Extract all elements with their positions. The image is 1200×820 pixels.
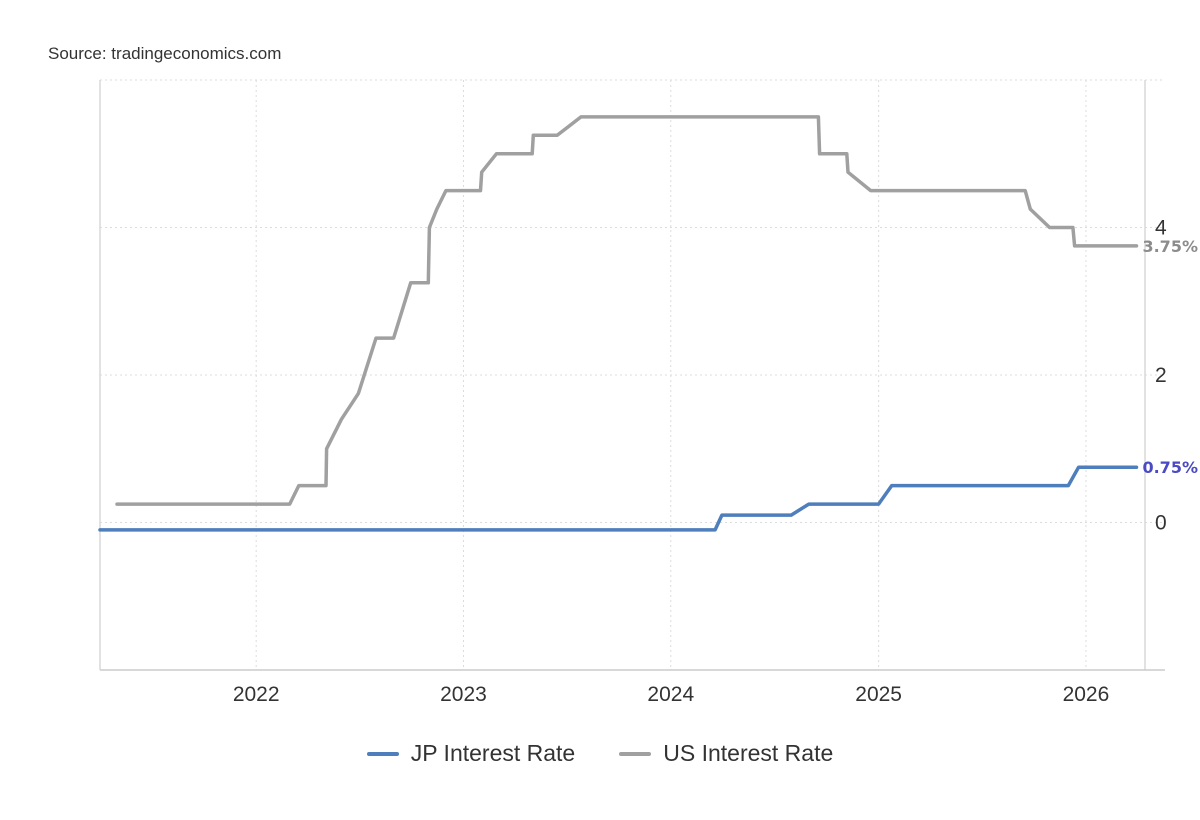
grid bbox=[100, 79, 1165, 670]
x-tick-label: 2024 bbox=[647, 683, 694, 706]
y-tick-label: 2 bbox=[1155, 364, 1167, 387]
series-line-jp-interest-rate bbox=[98, 465, 1139, 532]
labels: 0 2 4 2022 2023 2024 2025 2026 3.75% 0.75% bbox=[233, 217, 1198, 707]
y-tick-label: 4 bbox=[1155, 217, 1167, 240]
x-tick-label: 2026 bbox=[1063, 683, 1110, 706]
series-line-us-interest-rate bbox=[115, 115, 1139, 506]
legend: JP Interest Rate US Interest Rate bbox=[0, 740, 1200, 767]
legend-label: US Interest Rate bbox=[663, 740, 834, 766]
source-label: Source: tradingeconomics.com bbox=[48, 44, 282, 63]
x-tick-label: 2023 bbox=[440, 683, 487, 706]
legend-label: JP Interest Rate bbox=[410, 740, 576, 766]
legend-swatch bbox=[366, 751, 399, 756]
legend-item[interactable]: JP Interest Rate bbox=[366, 740, 576, 767]
end-label-us-interest-rate: 3.75% bbox=[1142, 237, 1198, 256]
legend-swatch bbox=[619, 751, 652, 756]
axes bbox=[99, 80, 1165, 671]
x-tick-label: 2022 bbox=[233, 683, 280, 706]
x-tick-label: 2025 bbox=[855, 683, 902, 706]
y-tick-label: 0 bbox=[1155, 512, 1167, 535]
legend-item[interactable]: US Interest Rate bbox=[619, 740, 833, 767]
end-label-jp-interest-rate: 0.75% bbox=[1142, 458, 1198, 477]
series-layer bbox=[98, 115, 1139, 532]
